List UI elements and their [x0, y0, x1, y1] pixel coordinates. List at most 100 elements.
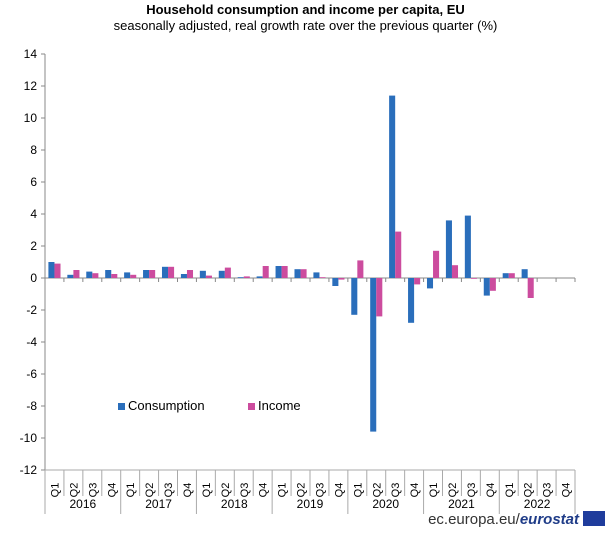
quarter-label: Q2	[371, 483, 383, 498]
bar-consumption	[105, 270, 112, 278]
quarter-label: Q1	[504, 483, 516, 498]
bar-consumption	[426, 278, 434, 289]
quarter-label: Q2	[144, 483, 156, 498]
bar-income	[205, 275, 212, 278]
quarter-label: Q2	[296, 483, 308, 498]
bar-consumption	[143, 270, 150, 278]
year-label: 2020	[372, 497, 399, 511]
year-label: 2022	[524, 497, 551, 511]
bar-income	[338, 278, 345, 280]
bar-income	[319, 277, 326, 278]
y-tick-label: 14	[24, 47, 38, 61]
year-label: 2021	[448, 497, 475, 511]
y-tick-label: 2	[30, 239, 37, 253]
bar-income	[508, 273, 515, 278]
legend-swatch	[248, 403, 255, 410]
bar-consumption	[86, 271, 93, 278]
quarter-label: Q2	[220, 483, 232, 498]
bar-income	[262, 266, 269, 278]
bar-consumption	[370, 278, 377, 432]
quarter-label: Q1	[49, 483, 61, 498]
bar-income	[376, 278, 383, 317]
bar-consumption	[124, 272, 131, 278]
bar-income	[451, 265, 459, 278]
bar-consumption	[408, 278, 415, 323]
bar-consumption	[445, 220, 452, 278]
bar-consumption	[351, 278, 358, 315]
y-tick-label: -8	[26, 399, 37, 413]
bar-consumption	[502, 273, 509, 278]
bar-income	[357, 260, 364, 278]
bar-income	[395, 231, 402, 278]
quarter-label: Q3	[390, 483, 402, 498]
quarter-label: Q3	[314, 483, 326, 498]
quarter-label: Q3	[87, 483, 99, 498]
bar-income	[489, 278, 496, 291]
quarter-label: Q4	[561, 483, 573, 498]
footer-brand: eurostat	[519, 511, 579, 528]
bar-income	[414, 278, 421, 285]
year-label: 2017	[145, 497, 172, 511]
bar-consumption	[161, 266, 169, 278]
y-tick-label: 8	[30, 143, 37, 157]
quarter-label: Q4	[106, 483, 118, 498]
quarter-label: Q4	[182, 483, 194, 498]
bar-consumption	[332, 278, 339, 286]
footer-source: ec.europa.eu/eurostat	[428, 511, 579, 528]
bar-income	[54, 263, 61, 278]
bar-consumption	[48, 262, 55, 278]
year-label: 2019	[297, 497, 324, 511]
footer-domain: ec.europa.eu/	[428, 511, 520, 528]
bar-consumption	[521, 269, 528, 278]
bar-consumption	[180, 274, 187, 278]
bar-income	[243, 276, 250, 278]
quarter-label: Q2	[523, 483, 535, 498]
y-tick-label: -6	[26, 367, 37, 381]
quarter-label: Q3	[466, 483, 478, 498]
legend-label: Consumption	[128, 398, 205, 413]
quarter-label: Q1	[428, 483, 440, 498]
y-tick-label: 12	[24, 79, 38, 93]
quarter-label: Q1	[277, 483, 289, 498]
y-tick-label: -10	[20, 431, 38, 445]
year-label: 2016	[70, 497, 97, 511]
bar-consumption	[313, 272, 320, 278]
bar-consumption	[237, 277, 244, 278]
bar-consumption	[199, 270, 206, 278]
bar-income	[224, 267, 231, 278]
bar-consumption	[67, 274, 74, 278]
quarter-label: Q1	[352, 483, 364, 498]
chart-subtitle: seasonally adjusted, real growth rate ov…	[113, 18, 498, 33]
bar-income	[149, 270, 156, 278]
bar-income	[73, 270, 80, 278]
y-tick-label: -2	[26, 303, 37, 317]
bar-consumption	[389, 95, 396, 278]
bar-consumption	[218, 270, 225, 278]
bar-income	[130, 274, 137, 278]
legend-label: Income	[258, 398, 301, 413]
quarter-label: Q3	[239, 483, 251, 498]
y-tick-label: 6	[30, 175, 37, 189]
y-tick-label: 10	[24, 111, 38, 125]
y-tick-label: 0	[30, 271, 37, 285]
bar-consumption	[294, 269, 301, 278]
bar-consumption	[275, 266, 282, 278]
y-tick-label: -4	[26, 335, 37, 349]
bar-consumption	[483, 278, 490, 296]
quarter-label: Q4	[333, 483, 345, 498]
quarter-label: Q1	[201, 483, 213, 498]
bar-income	[92, 273, 99, 278]
quarter-label: Q3	[542, 483, 554, 498]
quarter-label: Q4	[485, 483, 497, 498]
eu-flag-icon	[583, 511, 605, 526]
chart-title: Household consumption and income per cap…	[146, 2, 465, 17]
bar-income	[168, 266, 175, 278]
bar-income	[300, 269, 307, 278]
quarter-label: Q4	[409, 483, 421, 498]
quarter-label: Q2	[447, 483, 459, 498]
y-tick-label: -12	[20, 463, 38, 477]
bar-income	[186, 270, 194, 278]
bar-consumption	[256, 276, 263, 278]
